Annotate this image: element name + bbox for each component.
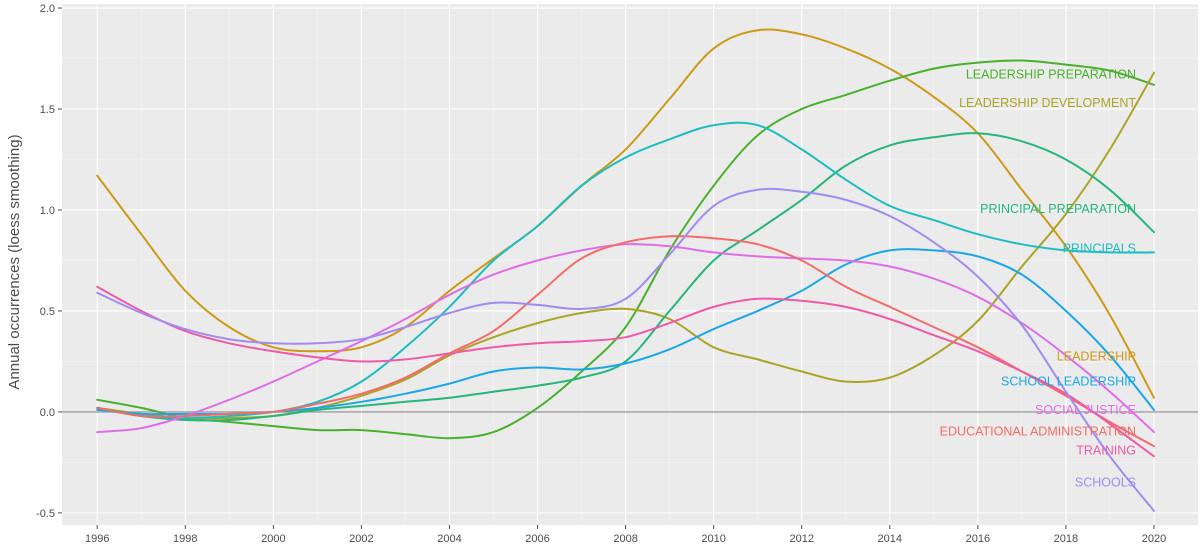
x-axis: 1996 1998 2000 2002 2004 2006 2008 2010 2012 2014… — [85, 525, 1166, 545]
series-label: LEADERSHIP PREPARATION — [966, 67, 1136, 81]
series-line — [96, 132, 1155, 422]
series-label: SOCIAL JUSTICE — [1035, 403, 1136, 417]
series-label: LEADERSHIP — [1057, 350, 1136, 364]
series-line — [96, 285, 1155, 458]
series-line — [96, 235, 1155, 448]
y-tick-label: -0.5 — [36, 508, 55, 520]
series-label: SCHOOLS — [1075, 475, 1136, 489]
series-line — [96, 59, 1155, 440]
x-tick-label: 1998 — [173, 533, 197, 545]
y-axis-title: Annual occurrences (loess smoothing) — [6, 134, 23, 389]
x-tick-label: 2014 — [878, 533, 902, 545]
y-tick-label: 0.0 — [40, 407, 55, 419]
series-label: LEADERSHIP DEVELOPMENT — [959, 96, 1136, 110]
x-tick-label: 2006 — [525, 533, 549, 545]
x-tick-label: 1996 — [85, 533, 109, 545]
x-tick-label: 2008 — [613, 533, 637, 545]
y-tick-label: 1.0 — [40, 205, 55, 217]
series-labels: LEADERSHIP PREPARATION LEADERSHIP DEVELOP… — [940, 67, 1137, 489]
series-label: SCHOOL LEADERSHIP — [1001, 374, 1136, 388]
panel-background — [62, 4, 1198, 525]
x-tick-label: 2018 — [1054, 533, 1078, 545]
series-label: PRINCIPAL PREPARATION — [980, 202, 1136, 216]
y-axis: -0.5 0.0 0.5 1.0 1.5 2.0 — [36, 3, 62, 520]
x-tick-label: 2002 — [349, 533, 373, 545]
y-tick-label: 0.5 — [40, 306, 55, 318]
x-tick-label: 2010 — [701, 533, 725, 545]
series-label: EDUCATIONAL ADMINISTRATION — [940, 424, 1136, 438]
x-tick-label: 2004 — [437, 533, 461, 545]
x-tick-label: 2020 — [1142, 533, 1166, 545]
series-line — [96, 243, 1155, 434]
series-label: PRINCIPALS — [1063, 241, 1136, 255]
series-label: TRAINING — [1076, 443, 1136, 457]
series-lines — [96, 28, 1155, 512]
series-line — [96, 187, 1155, 512]
x-tick-label: 2000 — [261, 533, 285, 545]
y-tick-label: 2.0 — [40, 3, 55, 15]
y-tick-label: 1.5 — [40, 104, 55, 116]
x-tick-label: 2012 — [789, 533, 813, 545]
x-tick-label: 2016 — [966, 533, 990, 545]
series-line — [96, 28, 1155, 399]
